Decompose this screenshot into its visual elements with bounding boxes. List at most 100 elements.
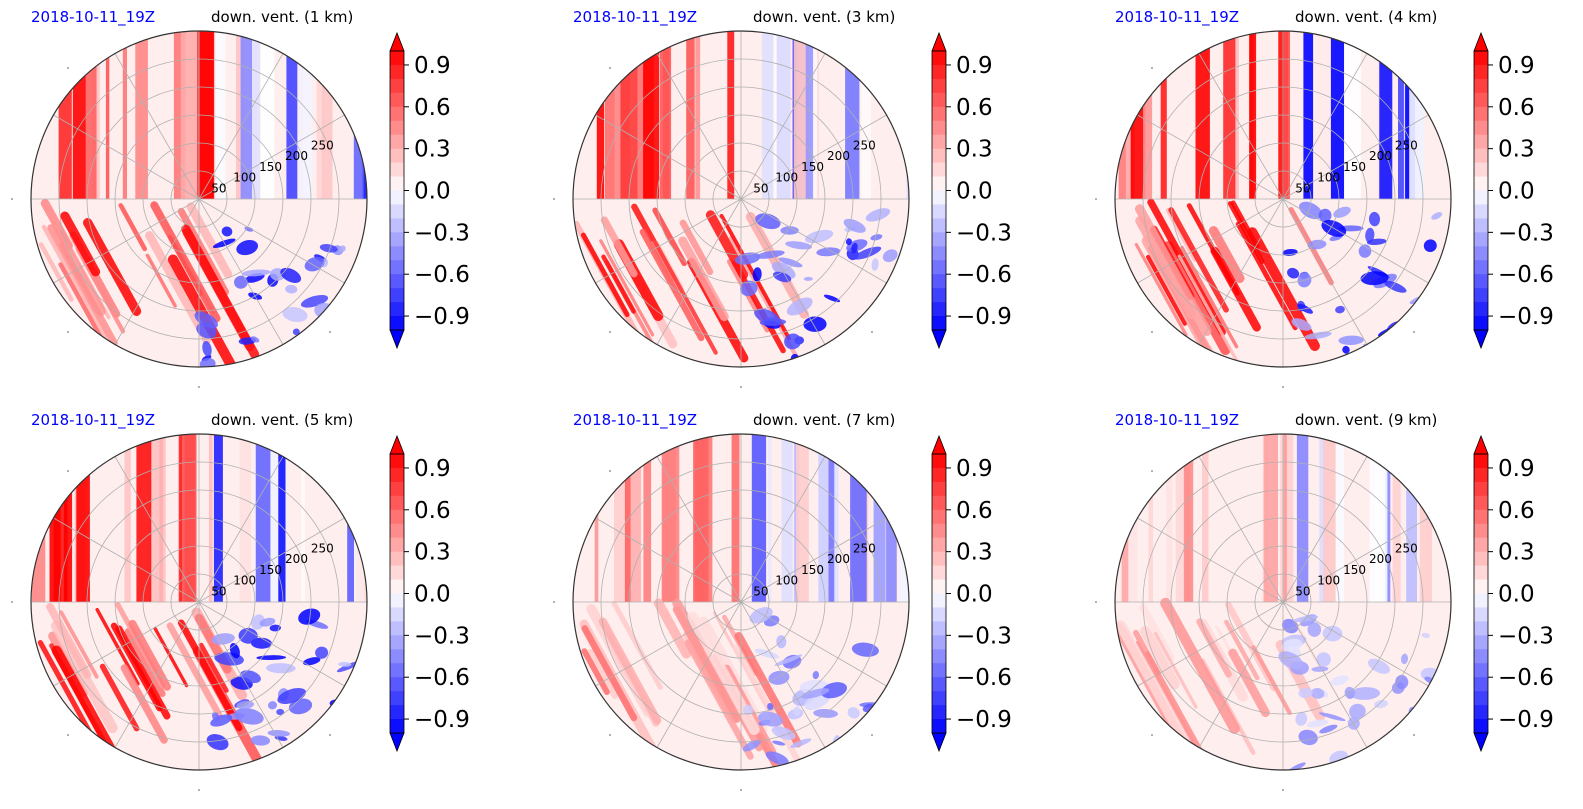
- field-band: [796, 434, 809, 602]
- angular-gridline: [656, 53, 742, 200]
- colorbar-segment: [932, 316, 946, 331]
- colorbar-extend-min: [931, 732, 947, 753]
- colorbar-tick-label: −0.3: [1498, 623, 1554, 649]
- field-blob: [851, 642, 879, 657]
- field-band: [63, 434, 73, 602]
- field-blob: [266, 355, 287, 367]
- axis-tick-dot: [871, 331, 873, 333]
- field-streak: [118, 203, 147, 252]
- angular-gridline: [1198, 198, 1284, 345]
- field-blob: [1393, 352, 1408, 367]
- colorbar: 0.9 0.6 0.3 0.0 −0.3 −0.6 −0.9: [389, 434, 470, 753]
- field-band: [1125, 31, 1131, 199]
- field-blob: [251, 614, 265, 630]
- angular-gridline: [656, 601, 742, 748]
- colorbar-segment: [932, 78, 946, 94]
- radial-tick-label: 100: [775, 171, 798, 185]
- radial-tick-label: 100: [233, 171, 256, 185]
- field-streak: [1134, 242, 1188, 337]
- colorbar-tick-label: −0.6: [414, 665, 470, 691]
- field-blob: [823, 294, 841, 303]
- colorbar-segment: [1474, 260, 1488, 275]
- axis-tick-dot: [329, 734, 331, 736]
- angular-gridline: [740, 198, 826, 345]
- colorbar-tick-label: 0.3: [956, 540, 993, 566]
- field-blob: [321, 333, 335, 345]
- axis-tick-dot: [67, 734, 69, 736]
- angular-gridline: [1198, 601, 1284, 748]
- field-blob: [280, 267, 302, 283]
- colorbar-segment: [390, 302, 404, 317]
- colorbar-extend-min: [1473, 732, 1489, 753]
- colorbar-tick-label: 0.6: [414, 95, 451, 121]
- colorbar-segment: [1474, 537, 1488, 553]
- field-blob: [851, 242, 858, 254]
- field-band: [31, 434, 46, 602]
- radial-tick-label: 150: [1343, 563, 1366, 577]
- field-band: [180, 31, 198, 199]
- colorbar-segment: [1474, 288, 1488, 303]
- polar-grid: [1115, 434, 1451, 770]
- field-blob: [778, 257, 803, 268]
- colorbar-segment: [932, 176, 946, 191]
- colorbar-tick-label: 0.6: [414, 498, 451, 524]
- colorbar-segment: [1474, 495, 1488, 511]
- field-band: [1202, 434, 1209, 602]
- field-blob: [1368, 658, 1390, 674]
- colorbar-segment: [932, 232, 946, 247]
- colorbar-segment: [932, 579, 946, 594]
- angular-gridline: [1282, 53, 1368, 200]
- colorbar-segment: [390, 509, 404, 525]
- field-blob: [871, 258, 879, 271]
- colorbar-tick-label: −0.9: [956, 707, 1012, 733]
- field-blob: [1291, 318, 1312, 331]
- field-blob: [1360, 271, 1389, 286]
- colorbar-tick-label: 0.0: [1498, 179, 1535, 205]
- field-streak: [601, 254, 636, 314]
- field-band: [643, 31, 660, 199]
- colorbar-tick-label: 0.9: [1498, 456, 1535, 482]
- angular-gridline: [1282, 517, 1429, 603]
- colorbar-segment: [1474, 120, 1488, 136]
- field-streak: [653, 598, 692, 659]
- radial-tick-label: 100: [233, 574, 256, 588]
- colorbar-tick-label: −0.6: [956, 262, 1012, 288]
- field-band: [149, 434, 166, 602]
- field-blob: [211, 712, 220, 722]
- colorbar-tick-label: −0.9: [1498, 707, 1554, 733]
- colorbar-segment: [390, 705, 404, 720]
- radial-tick-label: 50: [753, 584, 768, 598]
- colorbar-tick-label: 0.6: [1498, 498, 1535, 524]
- colorbar: 0.9 0.6 0.3 0.0 −0.3 −0.6 −0.9: [931, 434, 1012, 753]
- field-streak: [150, 201, 221, 323]
- colorbar-segment: [932, 691, 946, 706]
- angular-gridline: [198, 456, 284, 603]
- colorbar-segment: [1474, 635, 1488, 650]
- colorbar-segment: [390, 134, 404, 150]
- field-band: [240, 31, 252, 199]
- field-band: [1344, 31, 1361, 199]
- colorbar-segment: [390, 106, 404, 122]
- axis-tick-dot: [609, 734, 611, 736]
- colorbar-segment: [390, 649, 404, 664]
- field-label: down. vent. (3 km): [753, 8, 896, 26]
- field-streak: [153, 626, 189, 688]
- angular-gridline: [1137, 114, 1284, 200]
- radial-tick-label: 150: [801, 160, 824, 174]
- colorbar-segment: [1474, 579, 1488, 594]
- colorbar-segment: [1474, 316, 1488, 331]
- field-blob: [765, 751, 789, 766]
- colorbar-segment: [932, 246, 946, 261]
- field-blob: [742, 739, 761, 752]
- angular-gridline: [656, 456, 742, 603]
- field-blob: [279, 359, 298, 367]
- panel-5: 2018-10-11_19Z down. vent. (7 km) 50 100 150…: [542, 403, 1082, 803]
- field-label: down. vent. (1 km): [211, 8, 354, 26]
- field-blob: [1403, 339, 1411, 350]
- polar-frame: [572, 433, 910, 771]
- axis-tick-dot: [329, 331, 331, 333]
- colorbar-segment: [932, 218, 946, 233]
- angular-gridline: [1282, 601, 1368, 748]
- field-band: [213, 434, 223, 602]
